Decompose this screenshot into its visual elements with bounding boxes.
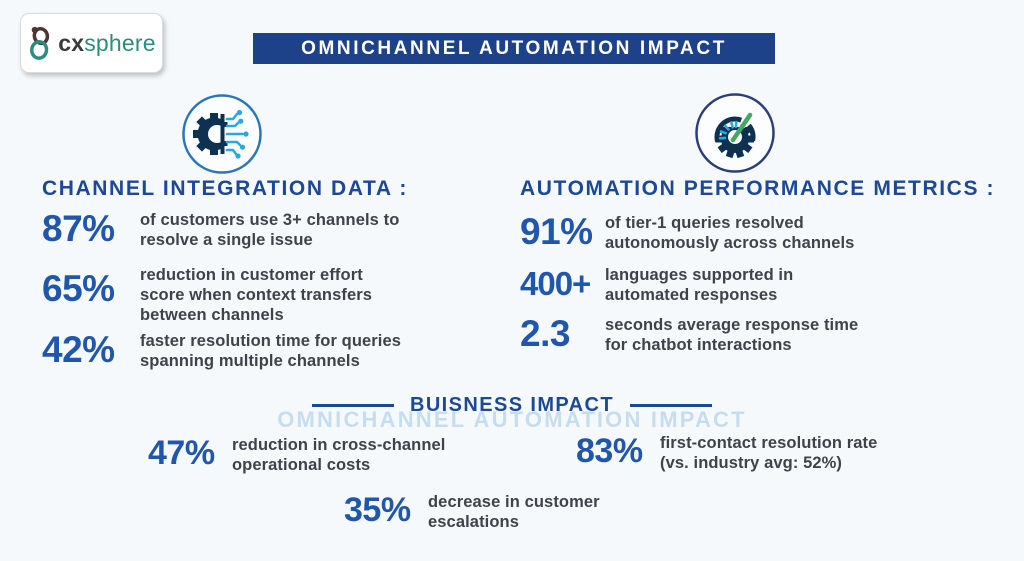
stat-value-42: 42% (42, 329, 115, 370)
cxsphere-logo-icon (30, 26, 50, 60)
stat-row-42: 42% faster resolution time for queries s… (42, 329, 401, 371)
automation-metrics-heading: AUTOMATION PERFORMANCE METRICS : (520, 177, 996, 200)
business-impact-heading-row: BUISNESS IMPACT (0, 394, 1024, 417)
stat-value-65: 65% (42, 268, 115, 309)
stat-value-83: 83% (576, 432, 643, 470)
page-title: OMNICHANNEL AUTOMATION IMPACT (253, 33, 775, 64)
stat-row-400: 400+ languages supported in automated re… (520, 263, 793, 305)
stat-desc-35: decrease in customer escalations (428, 493, 600, 531)
stat-row-87: 87% of customers use 3+ channels to reso… (42, 208, 399, 250)
heading-rule-left (312, 404, 394, 407)
channel-integration-heading: CHANNEL INTEGRATION DATA : (42, 177, 408, 200)
stat-desc-42: faster resolution time for queries spann… (140, 332, 402, 370)
gear-circuit-icon (182, 94, 262, 174)
stat-desc-91: of tier-1 queries resolved autonomously … (605, 214, 855, 252)
stat-value-400: 400+ (520, 265, 591, 302)
watermark-text: OMNICHANNEL AUTOMATION IMPACT (277, 407, 747, 432)
logo-wordmark: cxsphere (58, 30, 156, 57)
stat-row-47: 47% reduction in cross-channel operation… (148, 433, 445, 475)
stat-desc-83: first-contact resolution rate (vs. indus… (660, 434, 878, 472)
stat-desc-47: reduction in cross-channel operational c… (232, 436, 446, 474)
stat-value-91: 91% (520, 211, 593, 252)
stat-desc-400: languages supported in automated respons… (605, 266, 794, 304)
stat-row-83: 83% first-contact resolution rate (vs. i… (576, 431, 877, 473)
stat-desc-23: seconds average response time for chatbo… (605, 316, 859, 354)
stat-desc-65: reduction in customer effort score when … (140, 266, 373, 324)
logo-text-cx: cx (58, 29, 85, 56)
stat-row-35: 35% decrease in customer escalations (344, 490, 600, 532)
business-impact-heading: BUISNESS IMPACT (410, 394, 614, 416)
stat-desc-87: of customers use 3+ channels to resolve … (140, 211, 400, 249)
stat-row-65: 65% reduction in customer effort score w… (42, 263, 372, 325)
logo-text-sphere: sphere (84, 29, 156, 56)
cxsphere-logo: cxsphere (20, 13, 163, 73)
stat-value-47: 47% (148, 434, 215, 472)
stat-value-35: 35% (344, 491, 411, 529)
speedometer-gear-icon (695, 93, 775, 173)
stat-value-87: 87% (42, 208, 115, 249)
stat-row-91: 91% of tier-1 queries resolved autonomou… (520, 211, 854, 253)
heading-rule-right (629, 404, 712, 407)
stat-value-23: 2.3 (520, 313, 570, 354)
stat-row-23: 2.3 seconds average response time for ch… (520, 313, 858, 355)
